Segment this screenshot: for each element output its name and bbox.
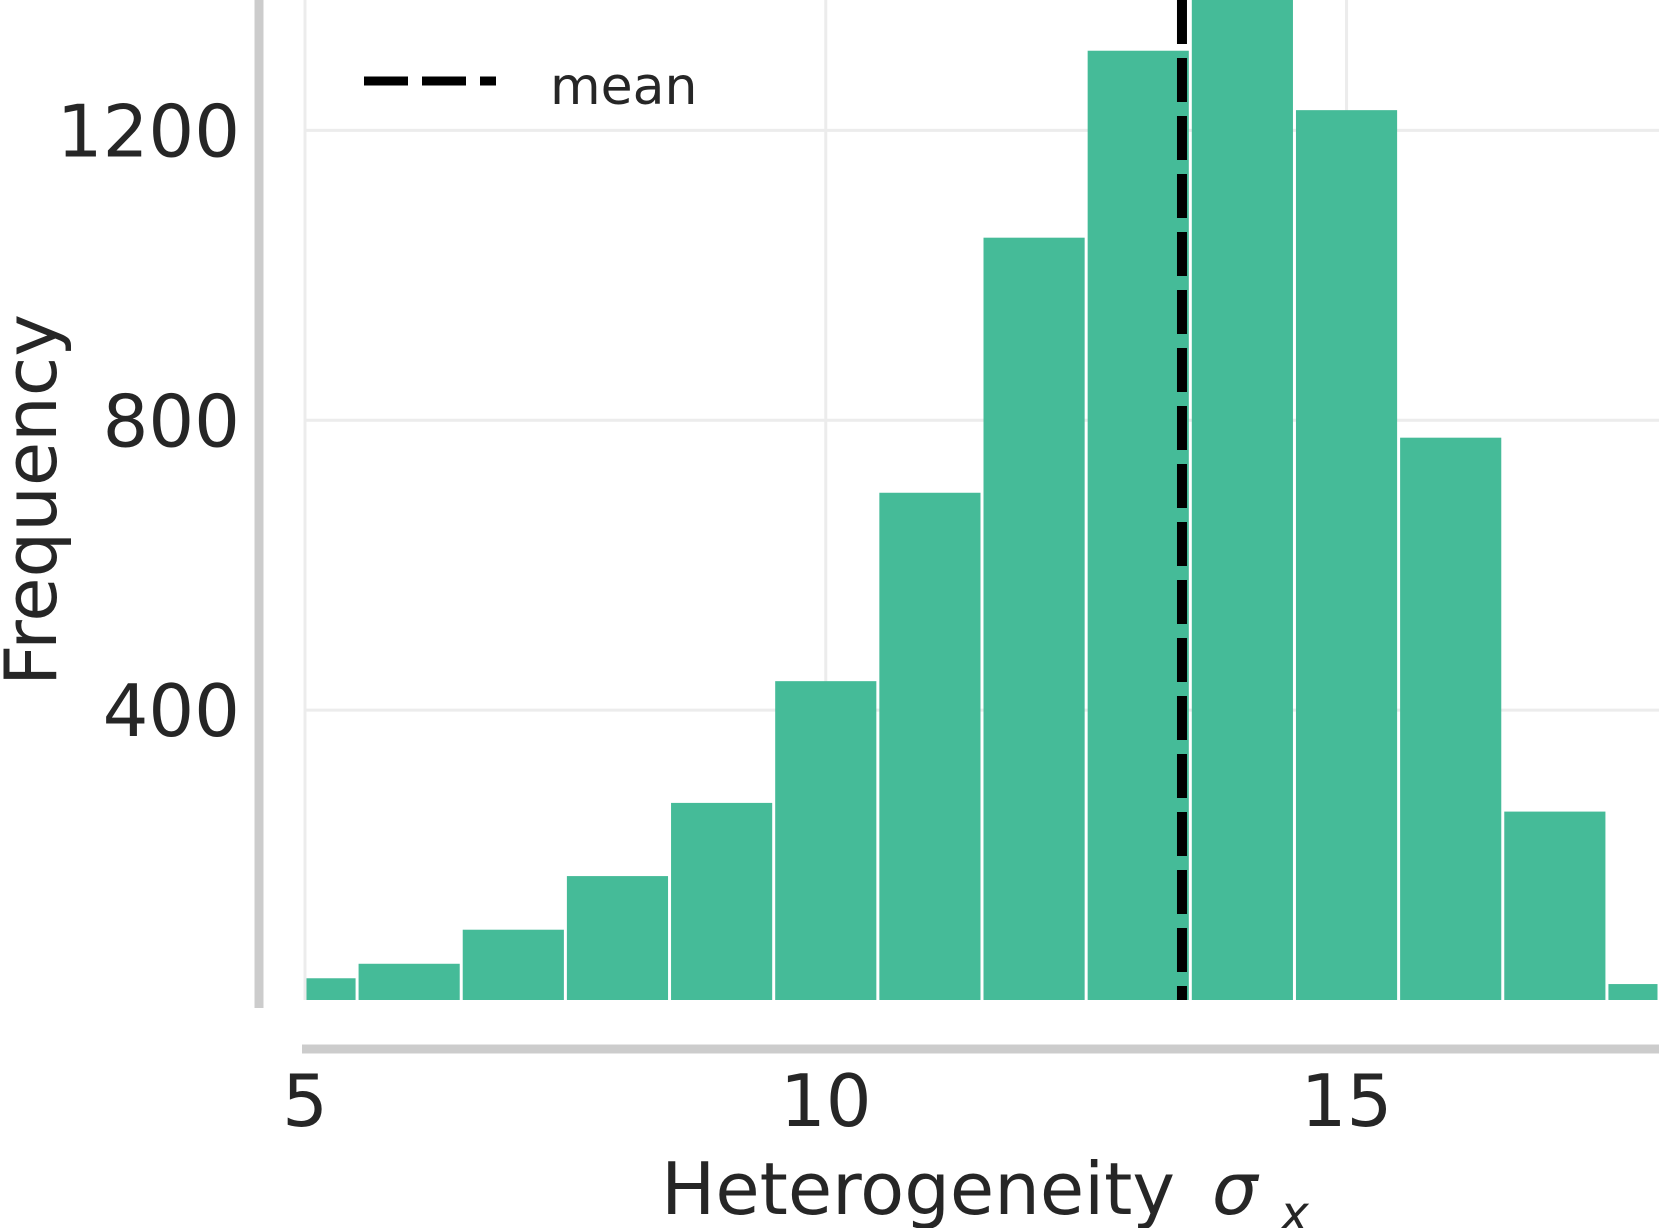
histogram-bar-5 [775, 681, 877, 1000]
x-tick-label-2: 15 [1301, 1059, 1393, 1143]
histogram-bar-1 [358, 963, 460, 1000]
histogram-bar-2 [462, 929, 564, 1000]
y-tick-labels: 400 800 1200 [57, 89, 240, 753]
histogram-bar-8 [1087, 50, 1189, 1001]
histogram-bar-4 [671, 802, 773, 1000]
x-axis-label-subscript: x [1278, 1186, 1309, 1228]
y-tick-label-1: 800 [103, 379, 240, 463]
legend: mean [364, 57, 697, 117]
x-tick-labels: 5 10 15 [282, 1059, 1392, 1143]
y-tick-label-0: 400 [103, 669, 240, 753]
histogram-bars [306, 0, 1658, 1001]
histogram-bar-3 [566, 876, 669, 1000]
x-axis-label: Heterogeneity σ x [661, 1147, 1309, 1228]
x-tick-label-0: 5 [282, 1059, 328, 1143]
y-axis-label: Frequency [0, 314, 73, 686]
x-axis-label-text: Heterogeneity [661, 1147, 1175, 1228]
histogram-bar-10 [1295, 110, 1398, 1001]
histogram-bar-13 [1608, 984, 1658, 1000]
histogram-bar-6 [879, 492, 981, 1000]
histogram-bar-12 [1504, 811, 1606, 1000]
legend-mean-label: mean [550, 57, 697, 117]
histogram-bar-11 [1400, 437, 1502, 1000]
y-tick-label-2: 1200 [57, 89, 240, 173]
histogram-bar-7 [983, 237, 1085, 1000]
histogram-bar-0 [306, 978, 356, 1000]
histogram-bar-9 [1191, 0, 1293, 1001]
axes [254, 0, 1659, 1054]
x-axis-label-symbol: σ [1212, 1147, 1260, 1228]
x-tick-label-1: 10 [780, 1059, 872, 1143]
